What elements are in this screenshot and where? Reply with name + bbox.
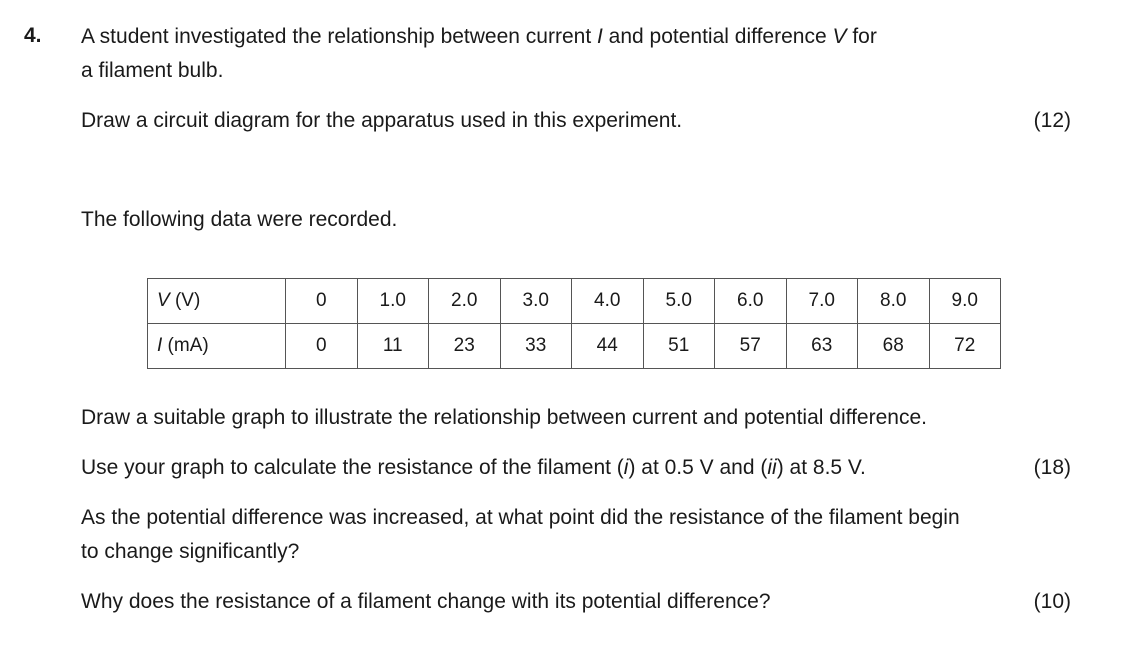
table-row-current: I (mA) 0 11 23 33 44 51 57 63 68 72 xyxy=(147,323,1001,369)
table-cell: 4.0 xyxy=(571,278,644,324)
data-intro-text: The following data were recorded. xyxy=(81,208,398,231)
table-cell: 63 xyxy=(785,323,858,369)
table-cell: 9.0 xyxy=(928,278,1001,324)
table-cell: 0 xyxy=(285,323,358,369)
part3-label-i: i xyxy=(623,456,629,479)
row-header-voltage-symbol: V xyxy=(157,290,170,311)
intro-text-mid: and potential difference xyxy=(602,25,833,48)
table-cell: 23 xyxy=(428,323,501,369)
table-cell: 2.0 xyxy=(428,278,501,324)
part3-text-pre: Use your graph to calculate the resistan… xyxy=(81,456,624,479)
row-header-current-symbol: I xyxy=(157,335,163,356)
part2-text: Draw a suitable graph to illustrate the … xyxy=(81,406,927,429)
part5-text: Why does the resistance of a filament ch… xyxy=(81,590,771,613)
table-cell: 11 xyxy=(356,323,429,369)
table-cell: 3.0 xyxy=(499,278,572,324)
part3-label-ii: ii xyxy=(767,456,777,479)
part1-text: Draw a circuit diagram for the apparatus… xyxy=(81,109,683,132)
question-intro-line2: a filament bulb. xyxy=(81,59,224,82)
data-table: V (V) 0 1.0 2.0 3.0 4.0 5.0 6.0 7.0 8.0 … xyxy=(147,278,1001,369)
table-cell: 44 xyxy=(571,323,644,369)
intro-text-pre: A student investigated the relationship … xyxy=(81,25,597,48)
table-cell: 33 xyxy=(499,323,572,369)
part1-marks: (12) xyxy=(1033,109,1071,132)
intro-text-post: for xyxy=(846,25,877,48)
part3-text-post: ) at 8.5 V. xyxy=(776,456,866,479)
table-cell: 8.0 xyxy=(857,278,930,324)
table-cell: 7.0 xyxy=(785,278,858,324)
question-number: 4. xyxy=(24,24,42,47)
row-header-voltage: V (V) xyxy=(147,278,286,324)
part3-text: Use your graph to calculate the resistan… xyxy=(81,455,866,481)
table-cell: 5.0 xyxy=(642,278,715,324)
table-row-voltage: V (V) 0 1.0 2.0 3.0 4.0 5.0 6.0 7.0 8.0 … xyxy=(147,278,1001,324)
part3-text-mid: ) at 0.5 V and ( xyxy=(628,456,768,479)
table-cell: 51 xyxy=(642,323,715,369)
table-cell: 6.0 xyxy=(714,278,787,324)
row-header-voltage-unit: (V) xyxy=(169,290,201,311)
table-cell: 72 xyxy=(928,323,1001,369)
part4-text-line1: As the potential difference was increase… xyxy=(81,506,960,529)
voltage-symbol: V xyxy=(832,25,847,48)
part5-marks: (10) xyxy=(1033,590,1071,613)
table-cell: 0 xyxy=(285,278,358,324)
table-cell: 1.0 xyxy=(356,278,429,324)
current-symbol: I xyxy=(597,25,603,48)
row-header-current: I (mA) xyxy=(147,323,286,369)
part4-text-line2: to change significantly? xyxy=(81,540,300,563)
table-cell: 57 xyxy=(714,323,787,369)
row-header-current-unit: (mA) xyxy=(162,335,209,356)
table-cell: 68 xyxy=(857,323,930,369)
part3-marks: (18) xyxy=(1033,456,1071,479)
question-intro-line1: A student investigated the relationship … xyxy=(81,24,877,50)
